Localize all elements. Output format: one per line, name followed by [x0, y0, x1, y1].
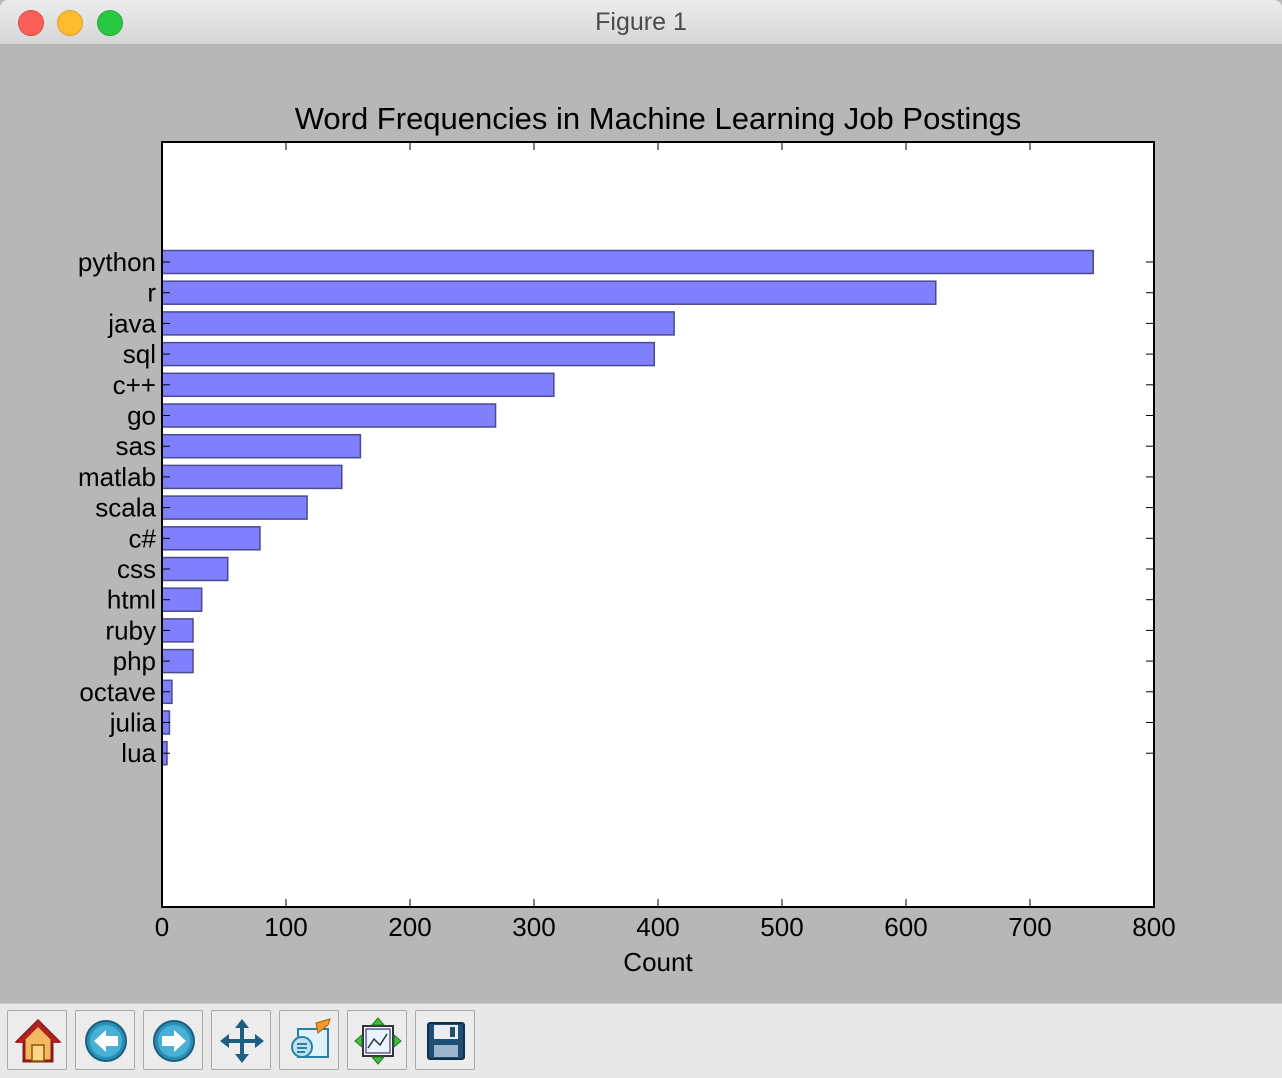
y-tick-label: r	[147, 278, 156, 308]
x-axis-label: Count	[623, 947, 693, 977]
window-title: Figure 1	[595, 8, 687, 36]
y-tick-label: sql	[123, 339, 156, 369]
y-tick-label: ruby	[105, 615, 156, 645]
x-tick-label: 600	[884, 912, 927, 942]
y-tick-label: julia	[109, 708, 157, 738]
bar-sql	[161, 341, 656, 367]
navigation-toolbar	[0, 1003, 1282, 1078]
back-button[interactable]	[75, 1010, 135, 1070]
title-bar: Figure 1	[0, 0, 1282, 45]
pan-button[interactable]	[211, 1010, 271, 1070]
y-tick-label: sas	[116, 431, 156, 461]
home-icon	[14, 1018, 62, 1063]
floppy-disk-icon	[427, 1022, 465, 1060]
figure-canvas: Word Frequencies in Machine Learning Job…	[0, 45, 1282, 1003]
bar-go	[161, 403, 497, 428]
zoom-rect-icon	[291, 1018, 331, 1058]
y-tick-label: python	[78, 247, 156, 277]
maximize-window-button[interactable]	[97, 10, 123, 36]
bars-group	[161, 249, 1094, 766]
y-tick-label: css	[117, 554, 156, 584]
subplots-config-icon	[354, 1017, 402, 1065]
y-tick-label: lua	[121, 738, 156, 768]
y-tick-labels: pythonrjavasqlc++gosasmatlabscalac#cssht…	[78, 247, 157, 768]
axes-frame	[161, 141, 1155, 908]
x-tick-label: 100	[264, 912, 307, 942]
bar-css	[161, 556, 229, 582]
x-tick-label: 500	[760, 912, 803, 942]
y-tick-label: c++	[113, 370, 156, 400]
chart-title: Word Frequencies in Machine Learning Job…	[295, 101, 1022, 136]
subplots-button[interactable]	[347, 1010, 407, 1070]
x-tick-label: 0	[155, 912, 169, 942]
minimize-window-button[interactable]	[57, 10, 83, 36]
x-tick-label: 400	[636, 912, 679, 942]
bar-scala	[161, 495, 308, 520]
x-tick-label: 800	[1132, 912, 1175, 942]
y-tick-label: scala	[95, 493, 156, 523]
bar-c#	[161, 526, 261, 551]
move-arrows-icon	[220, 1019, 264, 1063]
bar-python	[161, 249, 1094, 275]
bar-r	[161, 280, 937, 305]
forward-button[interactable]	[143, 1010, 203, 1070]
x-tick-label: 300	[512, 912, 555, 942]
bar-matlab	[161, 464, 343, 490]
save-button[interactable]	[415, 1010, 475, 1070]
y-tick-label: java	[107, 308, 156, 338]
y-tick-label: matlab	[78, 462, 156, 492]
back-arrow-icon	[85, 1020, 127, 1062]
close-window-button[interactable]	[18, 10, 44, 36]
y-tick-label: go	[127, 401, 156, 431]
forward-arrow-icon	[153, 1020, 195, 1062]
y-tick-label: php	[113, 646, 156, 676]
bar-c++	[161, 372, 555, 398]
x-tick-label: 700	[1008, 912, 1051, 942]
zoom-button[interactable]	[279, 1010, 339, 1070]
home-button[interactable]	[7, 1010, 67, 1070]
y-tick-label: octave	[79, 677, 156, 707]
bar-chart: Word Frequencies in Machine Learning Job…	[78, 101, 1176, 977]
bar-sas	[161, 433, 362, 459]
y-tick-label: c#	[129, 523, 157, 553]
x-tick-label: 200	[388, 912, 431, 942]
bar-java	[161, 311, 675, 336]
y-tick-label: html	[107, 585, 156, 615]
